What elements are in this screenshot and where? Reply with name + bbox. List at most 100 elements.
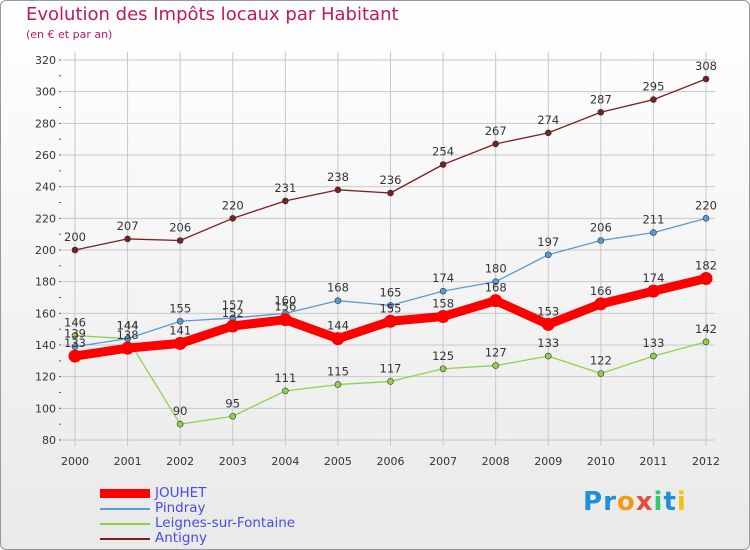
data-point: [387, 378, 394, 385]
data-point: [229, 215, 237, 222]
data-label: 90: [173, 404, 188, 418]
data-point: [439, 365, 447, 373]
y-tick-label: 120: [35, 371, 56, 384]
data-point: [384, 314, 397, 328]
y-tick-label: 260: [35, 149, 56, 162]
data-point: [492, 140, 499, 148]
data-point: [492, 278, 499, 285]
data-label: 133: [537, 336, 559, 350]
legend-swatch: [100, 522, 150, 525]
y-tick-label: 320: [35, 54, 56, 67]
data-label: 117: [380, 361, 402, 375]
data-point: [176, 317, 184, 325]
data-point: [334, 297, 342, 304]
data-label: 168: [327, 281, 349, 295]
data-point: [541, 317, 555, 331]
data-point: [544, 129, 552, 137]
data-point: [702, 215, 710, 222]
data-point: [226, 319, 240, 333]
data-point: [597, 237, 605, 244]
data-point: [597, 370, 605, 377]
x-tick-label: 2008: [482, 455, 510, 468]
data-label: 308: [695, 59, 717, 73]
data-label: 182: [695, 259, 717, 273]
data-point: [597, 108, 605, 116]
data-point: [176, 420, 184, 428]
legend-swatch: [100, 537, 150, 540]
data-label: 220: [695, 198, 717, 212]
data-label: 287: [590, 92, 612, 106]
x-tick-label: 2003: [219, 455, 247, 468]
data-point: [489, 294, 503, 308]
data-point: [387, 302, 394, 309]
data-point: [646, 284, 660, 298]
y-tick-label: 280: [35, 117, 56, 130]
data-label: 146: [64, 316, 86, 330]
data-point: [173, 336, 187, 350]
legend-label: Leignes-sur-Fontaine: [155, 515, 296, 531]
chart-title: Evolution des Impôts locaux par Habitant: [26, 4, 399, 25]
data-label: 144: [327, 319, 349, 333]
logo-letter: x: [635, 487, 654, 517]
x-tick-label: 2012: [692, 455, 720, 468]
data-label: 133: [64, 336, 86, 350]
data-label: 211: [642, 213, 664, 227]
y-tick-label: 160: [35, 307, 56, 320]
legend-swatch: [100, 507, 150, 510]
logo-letter: i: [676, 487, 687, 517]
data-label: 267: [485, 124, 507, 138]
legend-item: Antigny: [100, 531, 295, 546]
y-tick-label: 80: [42, 434, 56, 447]
data-label: 165: [380, 285, 402, 299]
x-tick-label: 2010: [587, 455, 615, 468]
data-label: 95: [225, 396, 240, 410]
data-point: [176, 237, 184, 244]
data-label: 138: [117, 328, 139, 342]
data-label: 142: [695, 322, 717, 336]
data-label: 157: [222, 298, 244, 312]
data-label: 144: [117, 319, 139, 333]
y-tick-label: 140: [35, 339, 56, 352]
data-point: [334, 186, 342, 194]
data-point: [544, 352, 552, 360]
x-tick-label: 2002: [166, 455, 194, 468]
data-label: 122: [590, 354, 612, 368]
data-label: 168: [485, 281, 507, 295]
data-point: [71, 332, 79, 339]
data-point: [544, 251, 552, 259]
data-label: 231: [274, 181, 296, 195]
data-label: 238: [327, 170, 349, 184]
data-point: [121, 341, 135, 355]
data-point: [439, 161, 447, 168]
y-tick-label: 100: [35, 402, 56, 415]
data-point: [650, 96, 657, 103]
data-label: 180: [485, 262, 507, 276]
y-tick-label: 240: [35, 181, 56, 194]
data-label: 220: [222, 198, 244, 212]
x-tick-label: 2004: [271, 455, 299, 468]
data-label: 111: [274, 371, 296, 385]
data-point: [492, 362, 499, 369]
legend-label: JOUHET: [155, 485, 207, 501]
data-point: [650, 352, 657, 360]
data-point: [699, 272, 713, 285]
data-point: [278, 313, 292, 327]
data-label: 274: [537, 113, 559, 127]
data-label: 160: [274, 293, 296, 307]
data-point: [594, 297, 608, 311]
data-point: [124, 335, 131, 342]
legend-item: Pindray: [100, 501, 295, 516]
logo-letter: P: [583, 487, 604, 517]
legend-label: Antigny: [155, 530, 207, 546]
x-tick-label: 2007: [429, 455, 457, 468]
y-tick-label: 300: [35, 86, 56, 99]
data-label: 153: [537, 304, 559, 318]
data-point: [436, 310, 450, 323]
data-point: [282, 387, 289, 395]
x-tick-label: 2011: [639, 455, 667, 468]
data-label: 236: [380, 173, 402, 187]
x-tick-label: 2006: [377, 455, 405, 468]
data-point: [439, 287, 447, 295]
data-point: [68, 349, 82, 363]
